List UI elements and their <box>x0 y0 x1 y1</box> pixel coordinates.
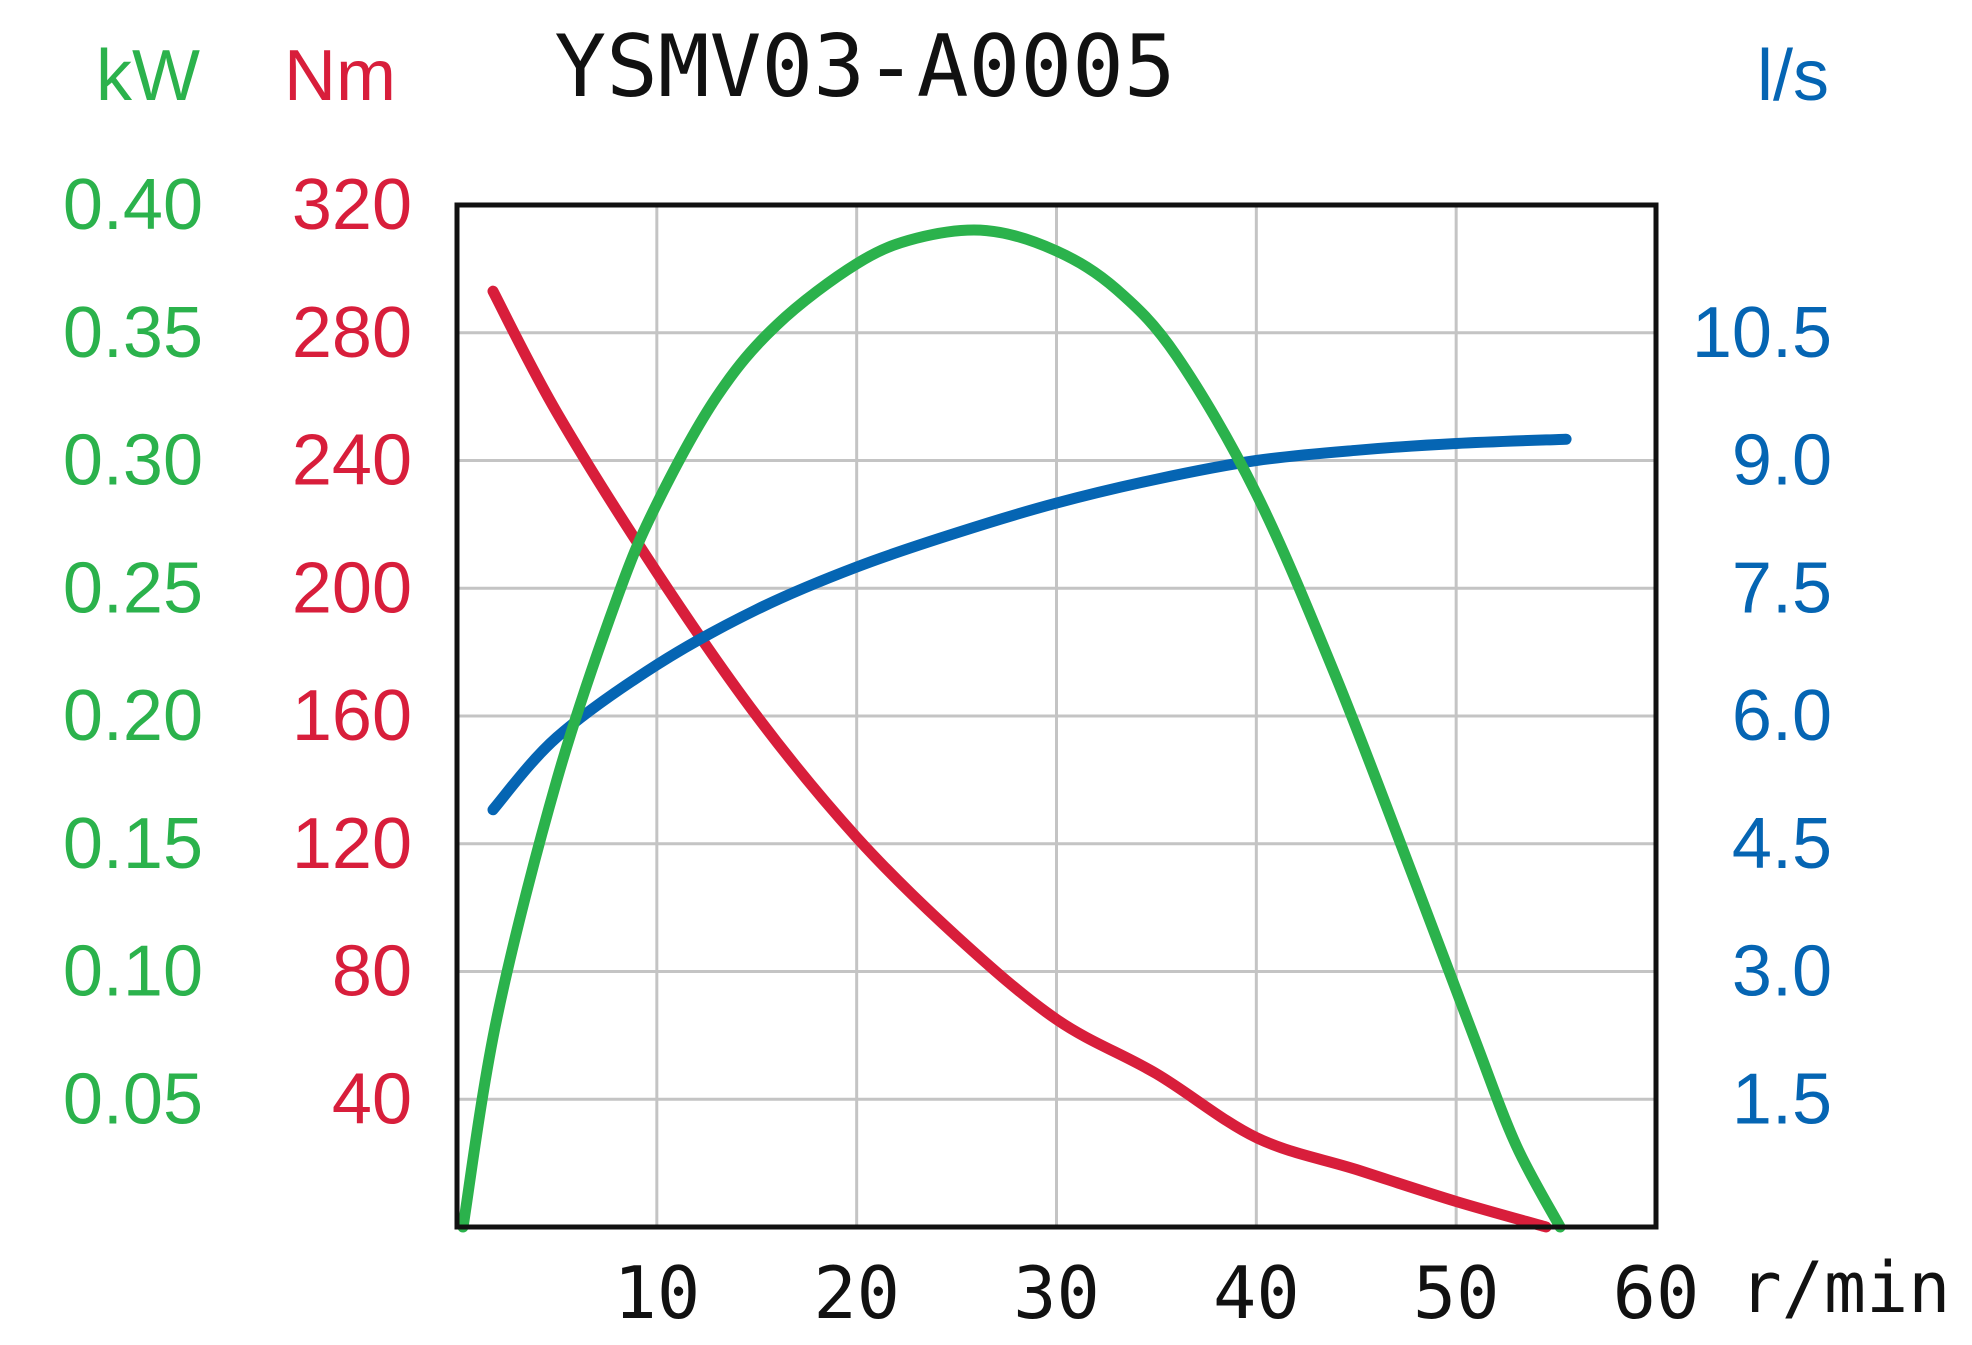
x-tick-label: 30 <box>1013 1251 1100 1335</box>
flow-tick-label: 7.5 <box>1732 548 1832 628</box>
torque-tick-label: 40 <box>332 1059 412 1139</box>
x-tick-label: 10 <box>613 1251 700 1335</box>
torque-tick-label: 80 <box>332 932 412 1012</box>
flow-tick-label: 9.0 <box>1732 421 1832 501</box>
power-curve <box>457 224 1566 1233</box>
x-tick-label: 60 <box>1613 1251 1700 1335</box>
power-tick-label: 0.05 <box>63 1059 203 1139</box>
plot-frame <box>454 202 1659 1230</box>
x-tick-label: 40 <box>1213 1251 1300 1335</box>
flow-tick-label: 4.5 <box>1732 804 1832 884</box>
torque-curve <box>487 285 1552 1233</box>
power-tick-label: 0.20 <box>63 676 203 756</box>
flow-curve <box>487 433 1572 816</box>
flow-tick-label: 6.0 <box>1732 676 1832 756</box>
grid-lines <box>457 203 1658 1227</box>
power-tick-label: 0.35 <box>63 293 203 373</box>
power-tick-label: 0.10 <box>63 932 203 1012</box>
flow-tick-label: 3.0 <box>1732 932 1832 1012</box>
torque-tick-label: 120 <box>292 804 412 884</box>
flow-unit-label: l/s <box>1757 36 1829 116</box>
x-axis-label: r/min <box>1740 1247 1951 1329</box>
torque-tick-label: 200 <box>292 548 412 628</box>
power-tick-label: 0.30 <box>63 421 203 501</box>
flow-tick-label: 1.5 <box>1732 1059 1832 1139</box>
torque-tick-label: 160 <box>292 676 412 756</box>
torque-tick-label: 280 <box>292 293 412 373</box>
x-tick-label: 50 <box>1413 1251 1500 1335</box>
x-tick-label: 20 <box>813 1251 900 1335</box>
flow-tick-label: 10.5 <box>1692 293 1832 373</box>
chart-title: YSMV03-A0005 <box>554 17 1175 117</box>
series-layer <box>457 224 1572 1233</box>
power-tick-label: 0.40 <box>63 165 203 245</box>
power-tick-label: 0.15 <box>63 804 203 884</box>
torque-tick-label: 240 <box>292 421 412 501</box>
torque-tick-label: 320 <box>292 165 412 245</box>
power-tick-label: 0.25 <box>63 548 203 628</box>
power-unit-label: kW <box>96 36 200 116</box>
tick-labels: 10 20 30 40 50 60 0.40 0.35 0.30 0.25 0.20 0.15 0.10… <box>63 165 1832 1335</box>
torque-unit-label: Nm <box>284 36 396 116</box>
